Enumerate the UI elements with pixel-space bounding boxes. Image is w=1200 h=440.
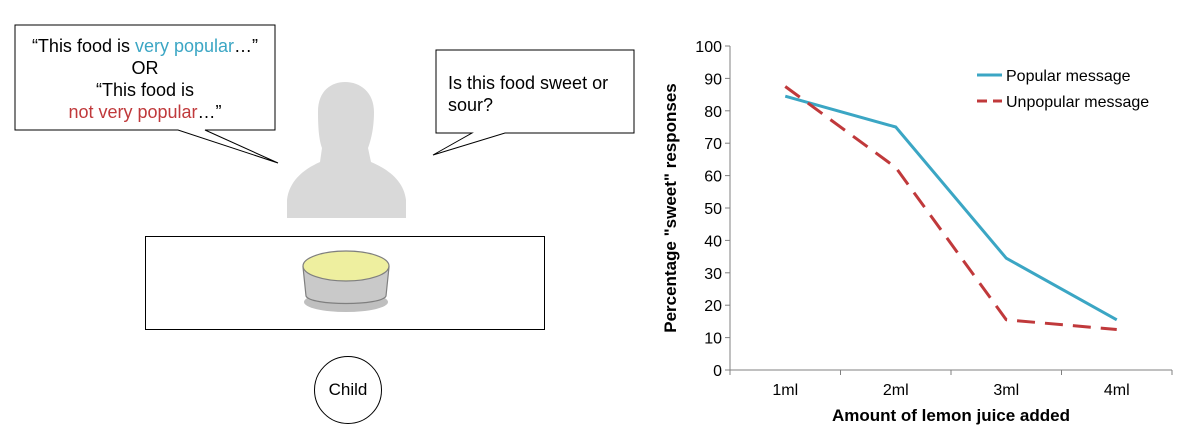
y-tick-label: 50	[704, 201, 722, 218]
bowl-icon	[302, 250, 390, 312]
legend: Popular message Unpopular message	[977, 68, 1149, 111]
y-tick-label: 20	[704, 298, 722, 315]
series-lines	[784, 85, 1118, 331]
speech-right-text: Is this food sweet or sour?	[448, 73, 609, 115]
speech-left-line1: “This food is very popular…”	[31, 36, 259, 56]
x-tick-label: 4ml	[1104, 382, 1130, 399]
y-tick-label: 30	[704, 266, 722, 283]
line-chart: 0 10 20 30 40 50 60 70 80 90 100 1ml 2ml 3ml 4ml Popu…	[661, 39, 1173, 425]
y-tick-label: 70	[704, 136, 722, 153]
legend-label: Popular message	[1006, 68, 1131, 85]
y-axis-label: Percentage "sweet" responses	[661, 83, 680, 333]
x-tick-label: 1ml	[772, 382, 798, 399]
y-tick-labels: 0 10 20 30 40 50 60 70 80 90 100	[695, 39, 722, 380]
y-tick-label: 10	[704, 331, 722, 348]
table-box	[145, 236, 545, 330]
y-tick-label: 60	[704, 169, 722, 186]
y-tick-label: 0	[713, 363, 722, 380]
axes	[725, 45, 1173, 375]
legend-label: Unpopular message	[1006, 94, 1149, 111]
not-very-popular-highlight: not very popular	[68, 102, 198, 122]
x-axis-label: Amount of lemon juice added	[832, 406, 1070, 425]
speech-left-or: OR	[131, 58, 159, 78]
child-label: Child	[328, 380, 368, 399]
y-tick-label: 80	[704, 104, 722, 121]
y-tick-label: 100	[695, 39, 722, 56]
series-line-unpopular	[784, 85, 1117, 331]
y-tick-label: 40	[704, 233, 722, 250]
speech-bubble-right	[432, 49, 635, 156]
speech-bubbles-graphic	[14, 24, 635, 312]
speech-left-line3: “This food is	[95, 80, 195, 100]
series-line-popular	[784, 94, 1118, 322]
speech-left-line4: not very popular…”	[68, 102, 222, 122]
x-tick-label: 2ml	[883, 382, 909, 399]
speech-left-text: “This food is very popular…” OR “This fo…	[15, 35, 275, 123]
very-popular-highlight: very popular	[134, 36, 235, 56]
speech-bubble-left	[14, 24, 279, 164]
x-tick-label: 3ml	[993, 382, 1019, 399]
y-tick-label: 90	[704, 71, 722, 88]
child-circle: Child	[314, 356, 382, 424]
person-silhouette-icon	[287, 82, 406, 218]
x-tick-labels: 1ml 2ml 3ml 4ml	[772, 382, 1129, 399]
